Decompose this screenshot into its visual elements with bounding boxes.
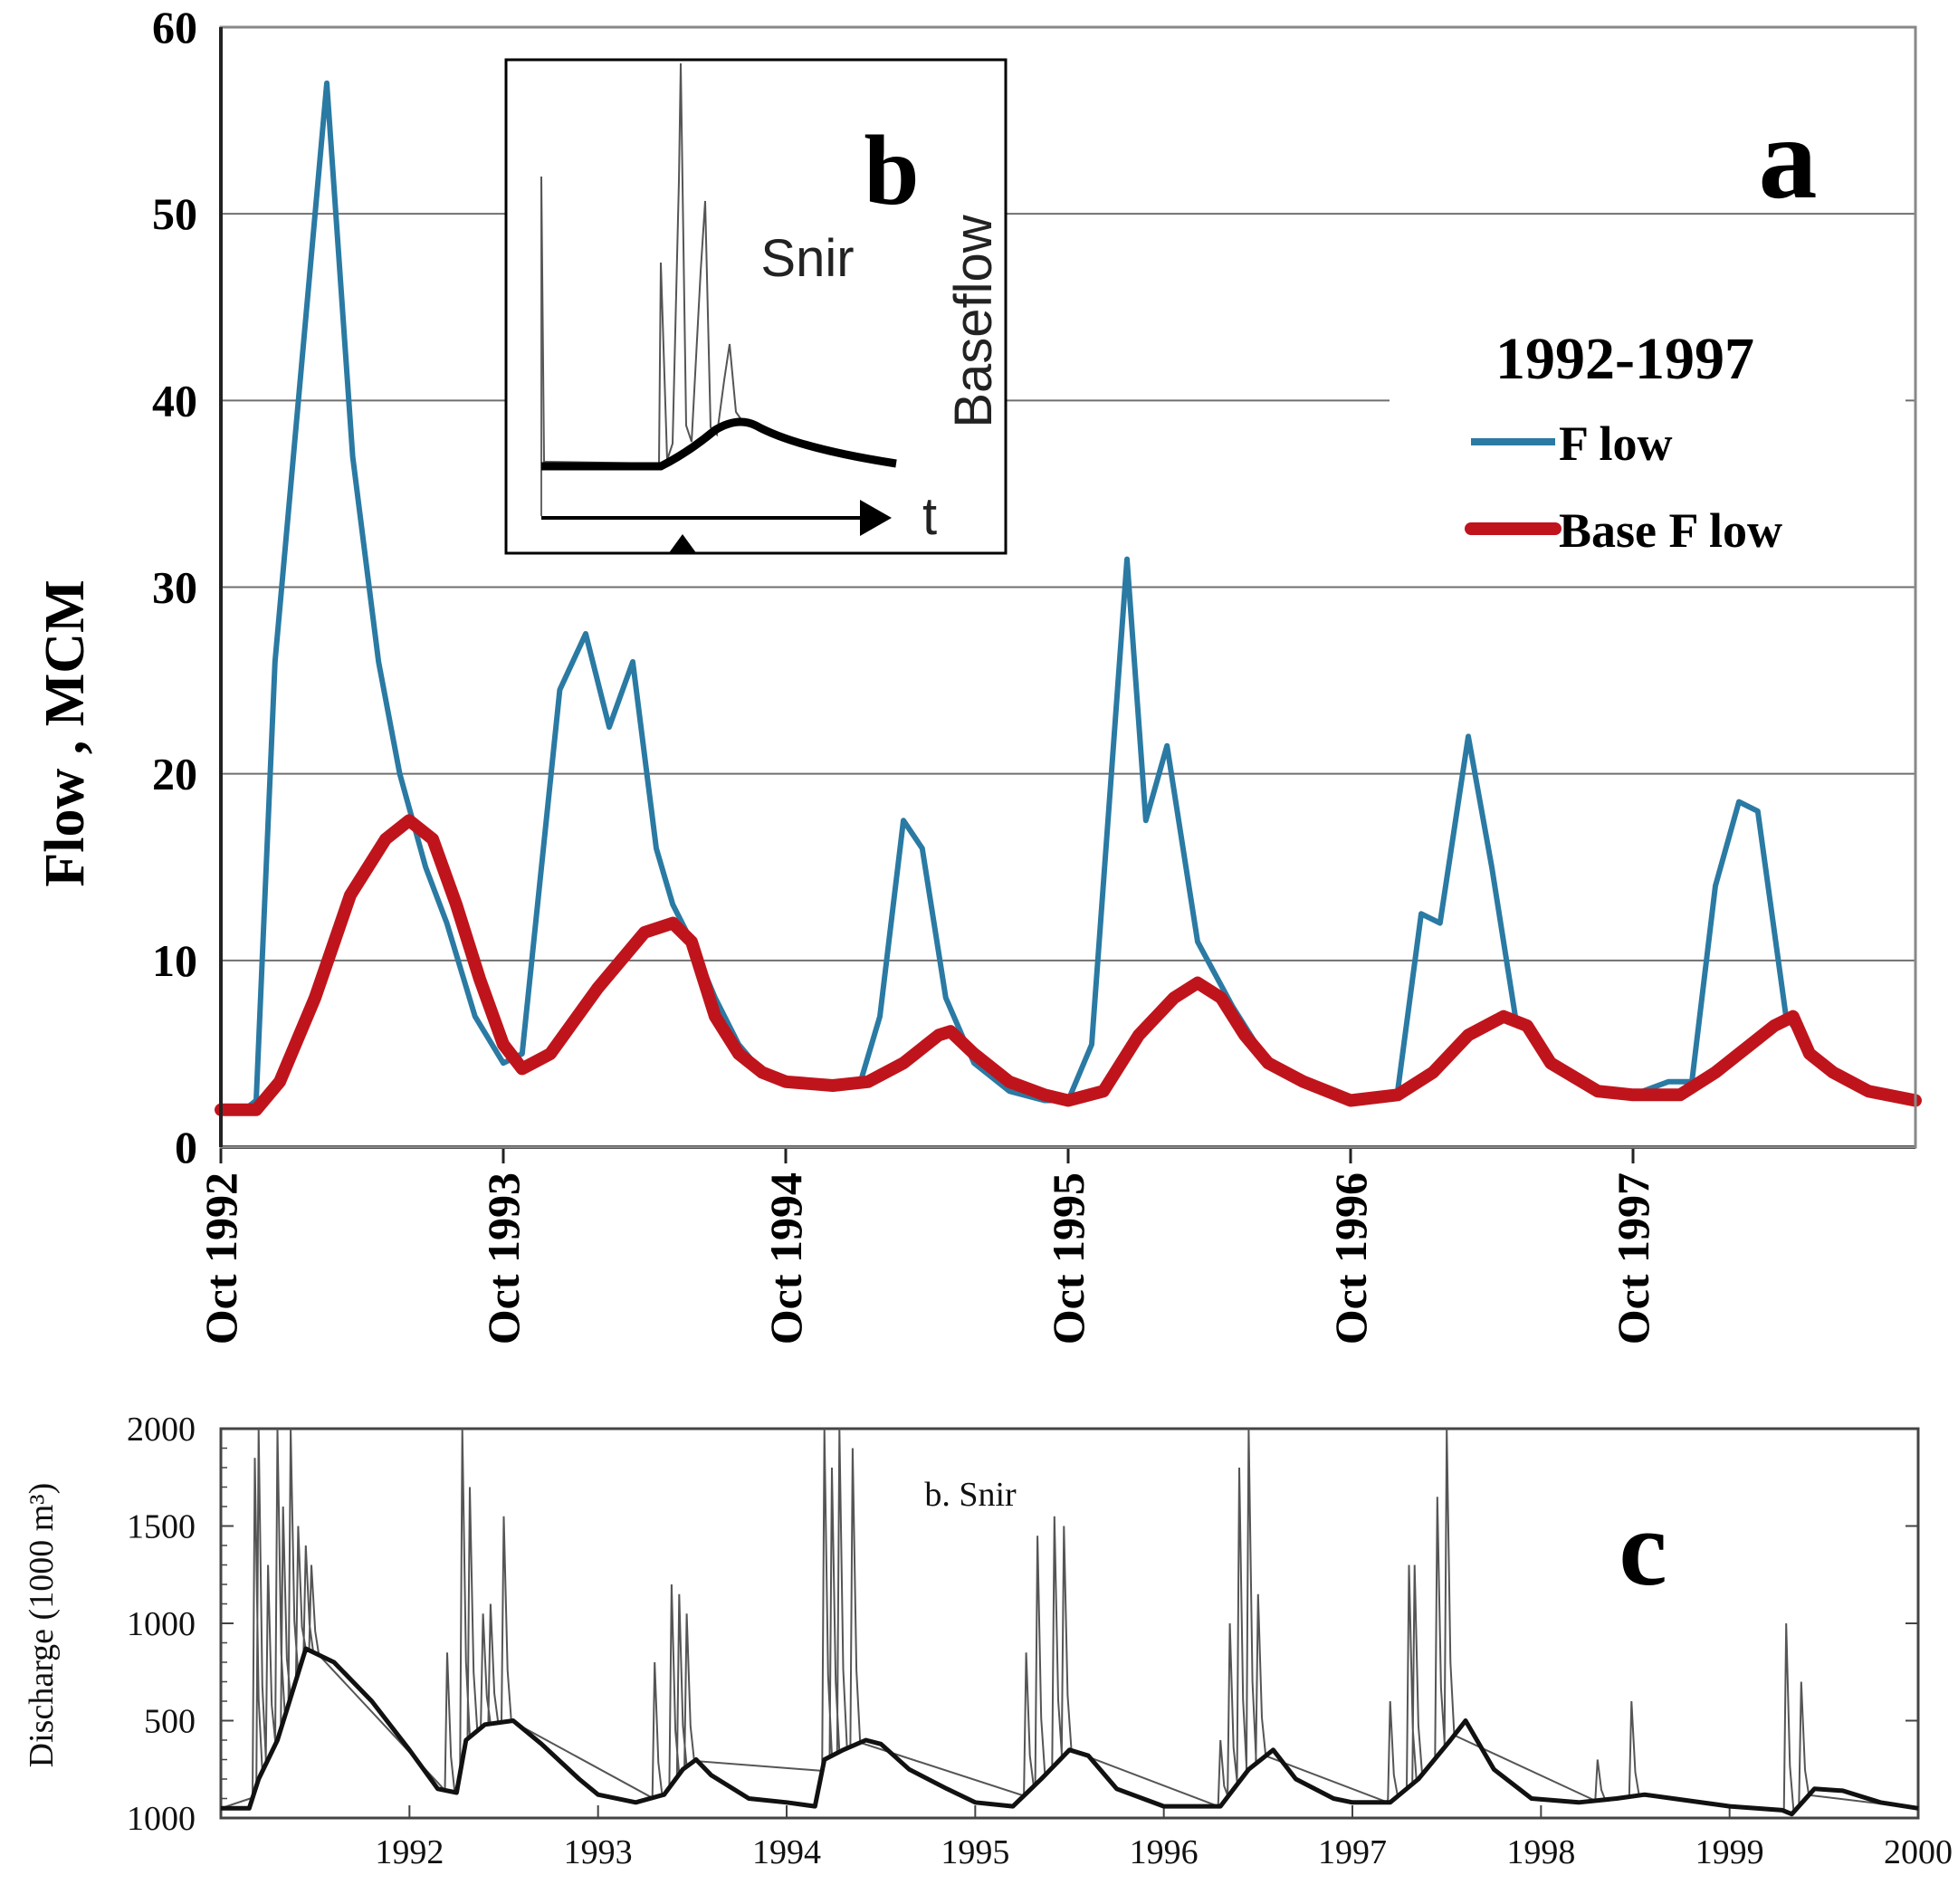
panel-c-x-tick-label: 2000 [1884,1833,1953,1871]
panel-c-x-tick-label: 1999 [1695,1833,1764,1871]
panel-a-x-tick-label: Oct 1992 [196,1172,246,1344]
panel-a-x-tick-label: Oct 1993 [478,1172,529,1344]
panel-c-x-tick-label: 1998 [1506,1833,1575,1871]
panel-c-y-tick-label: 2000 [127,1411,196,1449]
panel-c: 1000 500 1000 1500 2000 1992 1993 1994 1995 1996… [23,1411,1953,1871]
panel-c-x-tick-label: 1995 [941,1833,1009,1871]
panel-a-y-tick-label: 60 [152,2,197,53]
legend-baseflow-label: Base F low [1559,503,1782,558]
panel-a-x-tick-label: Oct 1994 [760,1172,811,1344]
panel-a-y-tick-label: 10 [152,935,197,986]
inset-b-frame [504,58,1008,555]
panel-c-x-tick-label: 1996 [1130,1833,1199,1871]
panel-c-y-ticks: 1000 500 1000 1500 2000 [127,1411,1918,1838]
inset-b-marker-icon [668,534,697,554]
panel-c-x-tick-label: 1992 [375,1833,444,1871]
panel-c-letter: c [1619,1488,1667,1608]
discharge-series-line [220,1428,1919,1814]
legend-title: 1992-1997 [1495,326,1754,392]
panel-a-y-axis-label: Flow , MCM [34,579,96,886]
panel-c-annotation: b. Snir [924,1476,1017,1514]
panel-a-y-tick-labels: 0 10 20 30 40 50 60 [152,2,197,1172]
baseflow-c-series-line [221,1646,1919,1817]
panel-a-x-tick-label: Oct 1997 [1608,1172,1658,1344]
panel-a-y-tick-label: 0 [175,1122,197,1172]
panel-a-y-tick-label: 20 [152,749,197,799]
panel-a-y-tick-label: 50 [152,188,197,239]
inset-b-label: Snir [760,229,854,288]
panel-a-y-tick-label: 40 [152,375,197,426]
baseflow-series-line [215,814,1922,1116]
panel-c-x-tick-label: 1994 [752,1833,821,1871]
inset-b-y-label: Baseflow [944,214,1003,427]
inset-b-x-label: t [922,487,937,546]
panel-c-y-tick-label: 1500 [127,1508,196,1546]
legend-flow-label: F low [1559,416,1672,471]
panel-c-x-tick-label: 1993 [564,1833,633,1871]
inset-b-letter: b [864,115,919,225]
panel-c-series [220,1428,1919,1817]
panel-c-y-axis-label: Discharge (1000 m³) [23,1483,61,1768]
inset-b-x-arrow-icon [860,500,892,536]
panel-a-x-ticks: Oct 1992 Oct 1993 Oct 1994 Oct 1995 Oct 1996… [196,1147,1658,1344]
panel-c-x-tick-label: 1997 [1318,1833,1387,1871]
panel-a-series [215,80,1922,1116]
inset-b-baseflow-curve [541,417,897,471]
panel-a-x-tick-label: Oct 1995 [1043,1172,1094,1344]
inset-b: b Snir Baseflow t [504,58,1008,555]
legend: 1992-1997 F low Base F low [1390,317,1905,561]
panel-c-y-tick-label: 1000 [127,1605,196,1643]
panel-a-y-tick-label: 30 [152,562,197,613]
panel-c-y-tick-label: 500 [144,1703,196,1741]
panel-c-x-ticks: 1992 1993 1994 1995 1996 1997 1998 1999 2000 [375,1805,1953,1871]
panel-a-x-tick-label: Oct 1996 [1325,1172,1376,1344]
panel-c-y-tick-label: 1000 [127,1800,196,1838]
panel-a-letter: a [1759,93,1818,224]
